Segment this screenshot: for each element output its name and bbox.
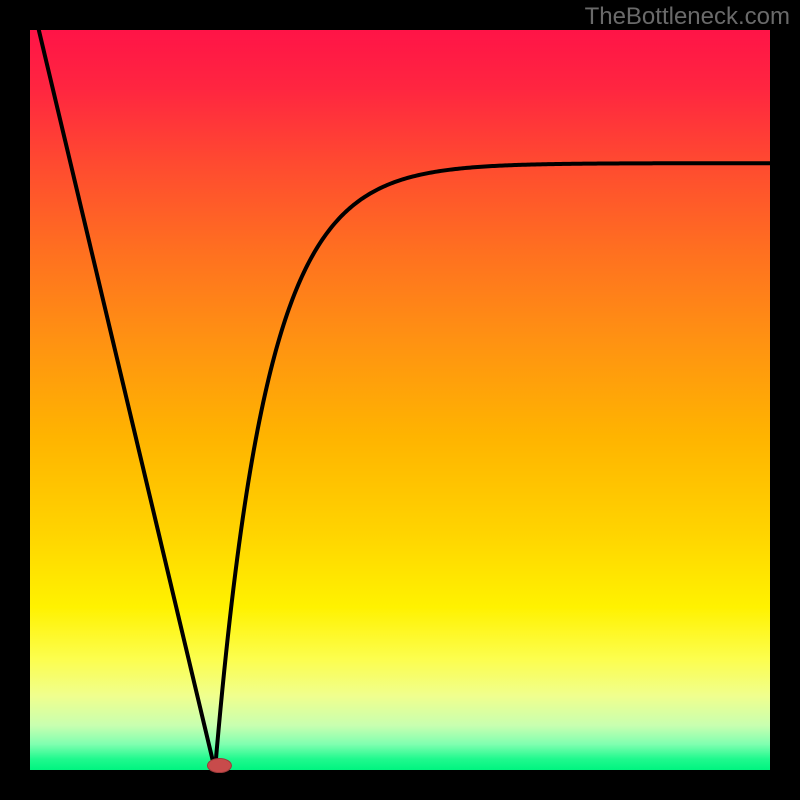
optimum-marker [207,759,231,773]
watermark-text: TheBottleneck.com [585,3,790,30]
bottleneck-chart: TheBottleneck.com [0,0,800,800]
gradient-background [30,30,770,770]
chart-svg: TheBottleneck.com [0,0,800,800]
